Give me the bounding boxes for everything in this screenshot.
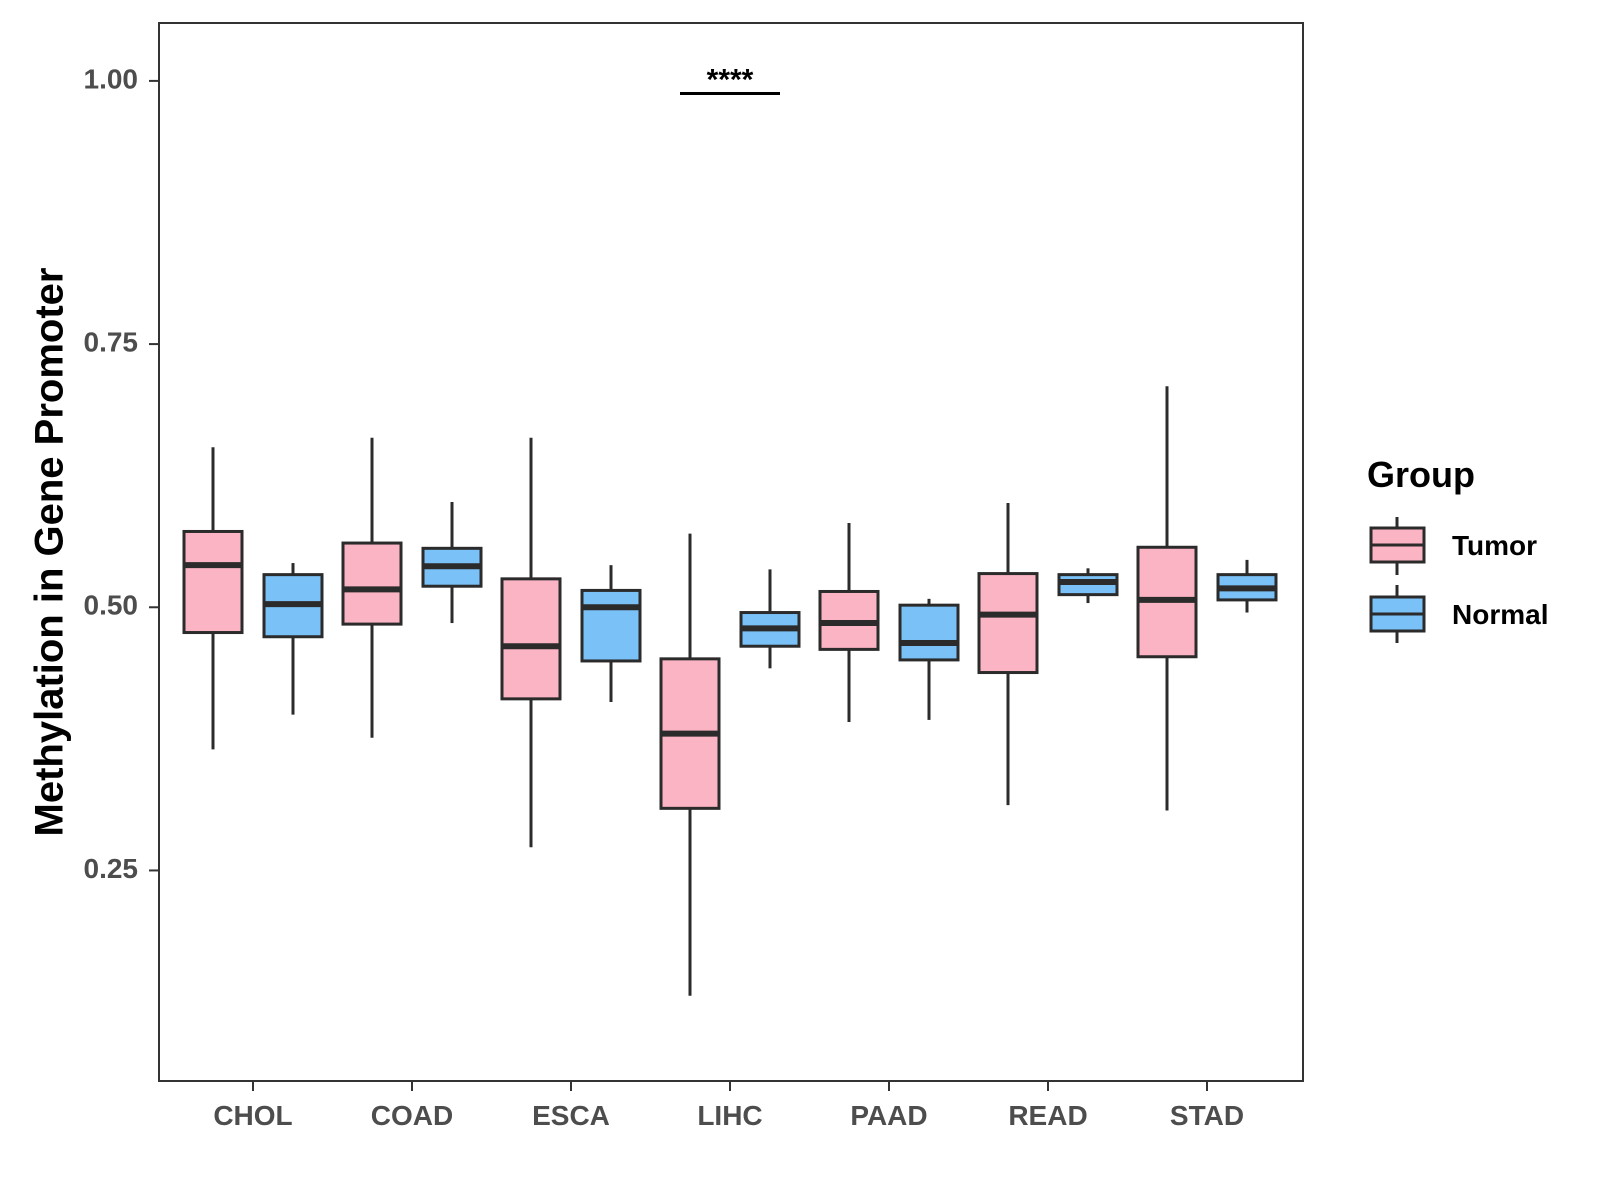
- box-normal-lihc: [739, 569, 801, 669]
- x-tick-label-read: READ: [1008, 1100, 1087, 1131]
- legend: Group Tumor Normal: [1367, 454, 1548, 643]
- x-tick-label-esca: ESCA: [532, 1100, 610, 1131]
- x-tick-label-stad: STAD: [1170, 1100, 1244, 1131]
- box-tumor-esca: [500, 437, 562, 848]
- legend-label-normal: Normal: [1452, 599, 1548, 630]
- box-normal-esca: [580, 565, 642, 703]
- x-axis: CHOL COAD ESCA LIHC PAAD READ STAD: [213, 1081, 1244, 1131]
- y-tick-label: 0.25: [84, 853, 139, 884]
- box-body-tumor-chol: [182, 529, 244, 635]
- box-body-tumor-coad: [341, 541, 403, 626]
- significance-label: ****: [707, 64, 754, 97]
- box-tumor-chol: [182, 447, 244, 750]
- significance-annotation: ****: [680, 64, 780, 97]
- legend-title: Group: [1367, 454, 1475, 495]
- box-tumor-coad: [341, 437, 403, 738]
- legend-key-tumor: [1369, 517, 1426, 575]
- box-normal-paad: [898, 598, 960, 720]
- box-body-normal-paad: [898, 603, 960, 662]
- box-body-tumor-esca: [500, 577, 562, 701]
- box-normal-coad: [421, 501, 483, 624]
- y-axis: 0.25 0.50 0.75 1.00: [84, 63, 159, 884]
- box-tumor-paad: [818, 523, 880, 723]
- box-normal-stad: [1216, 559, 1278, 613]
- box-body-tumor-read: [977, 572, 1039, 675]
- x-tick-label-chol: CHOL: [213, 1100, 292, 1131]
- box-tumor-stad: [1136, 386, 1198, 811]
- box-series: [182, 386, 1278, 996]
- box-tumor-lihc: [659, 533, 721, 996]
- x-tick-label-lihc: LIHC: [697, 1100, 762, 1131]
- legend-key-normal: [1369, 585, 1426, 643]
- y-tick-label: 0.75: [84, 326, 139, 357]
- box-normal-read: [1057, 568, 1119, 604]
- y-tick-label: 1.00: [84, 63, 139, 94]
- y-tick-label: 0.50: [84, 590, 139, 621]
- box-tumor-read: [977, 503, 1039, 806]
- box-body-normal-esca: [580, 588, 642, 663]
- box-normal-chol: [262, 563, 324, 715]
- y-axis-title: Methylation in Gene Promoter: [28, 268, 72, 837]
- x-tick-label-coad: COAD: [371, 1100, 453, 1131]
- x-tick-label-paad: PAAD: [850, 1100, 927, 1131]
- legend-label-tumor: Tumor: [1452, 530, 1537, 561]
